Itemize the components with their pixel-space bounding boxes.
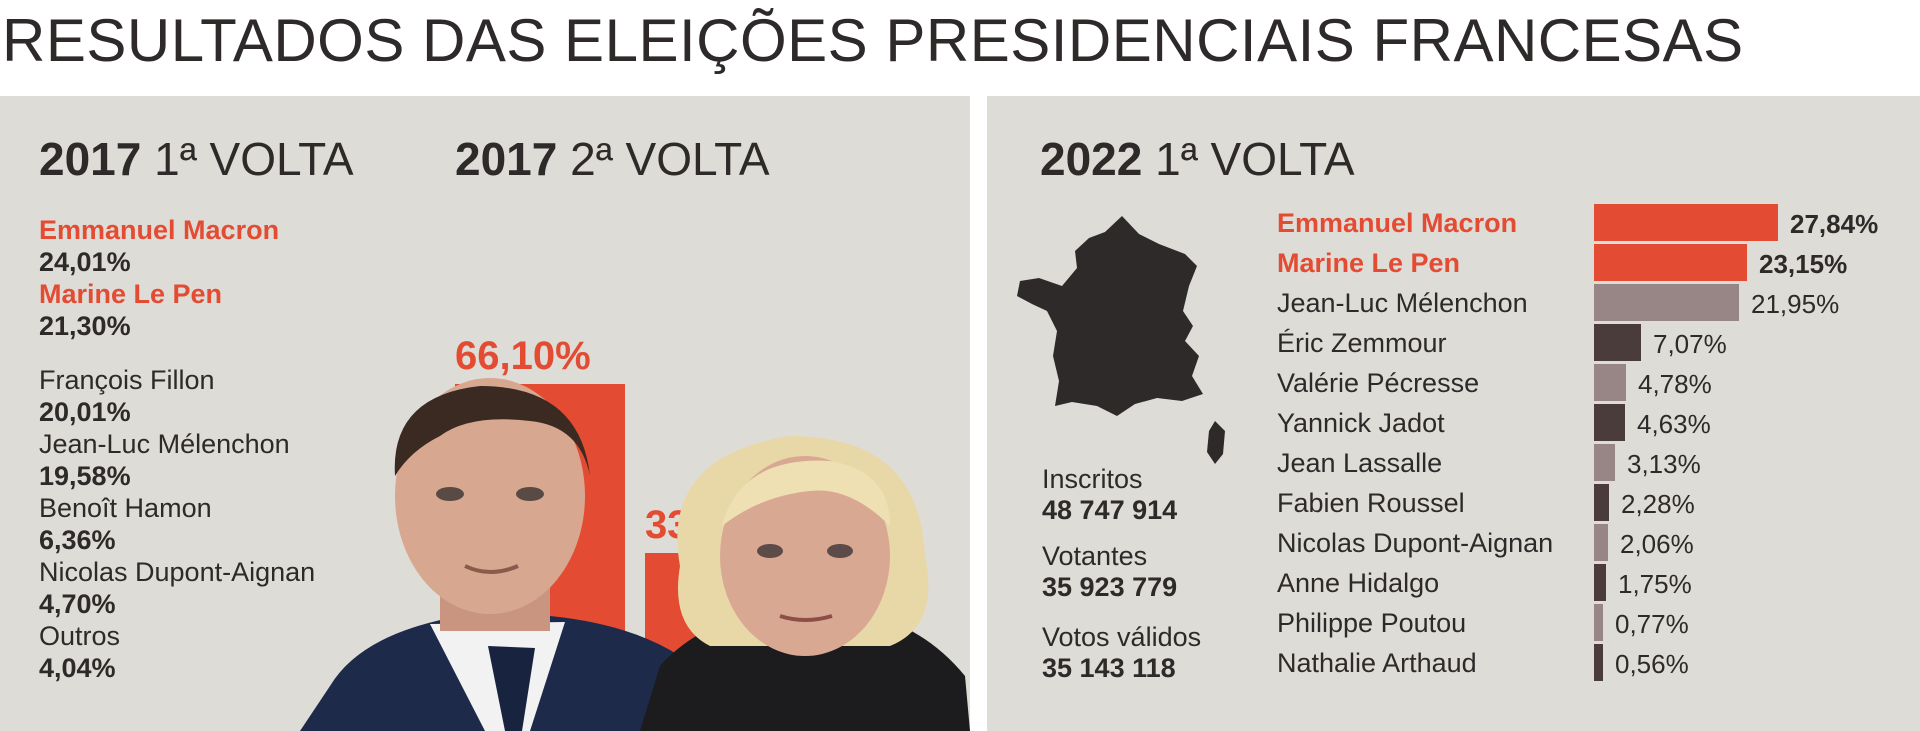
bar-2022 [1594,324,1641,361]
heading-year: 2022 [1040,133,1143,185]
candidate-2022-label: Nicolas Dupont-Aignan [1277,528,1554,558]
candidate-2017-lepen: Marine Le Pen 21,30% [39,278,222,342]
bar-2022-value-label: 0,77% [1615,609,1689,639]
panel-2017: 2017 1ª VOLTA 2017 2ª VOLTA Emmanuel Mac… [0,96,970,731]
bar-2022 [1594,404,1625,441]
stat-value: 35 923 779 [1042,572,1178,602]
bar-2022 [1594,564,1606,601]
bar-2022 [1594,444,1615,481]
candidate-value: 21,30% [39,311,131,341]
heading-round: 2ª VOLTA [570,133,770,185]
candidate-2022-label: Anne Hidalgo [1277,568,1440,598]
candidate-value: 20,01% [39,397,131,427]
candidate-name: Benoît Hamon [39,493,212,523]
candidate-2022-label: Marine Le Pen [1277,248,1461,278]
candidate-2022-label: Fabien Roussel [1277,488,1465,518]
bar-2022-value-label: 0,56% [1615,649,1689,679]
bar-2022 [1594,484,1609,521]
stat-value: 48 747 914 [1042,495,1178,525]
candidate-value: 4,04% [39,653,116,683]
bar-2022 [1594,604,1603,641]
candidate-2022-label: Yannick Jadot [1277,408,1445,438]
heading-year: 2017 [455,133,558,185]
candidate-2022-label: Éric Zemmour [1277,328,1447,358]
bar-2022 [1594,364,1626,401]
bar-2022-value-label: 7,07% [1653,329,1727,359]
bar-2022 [1594,244,1747,281]
candidate-value: 19,58% [39,461,131,491]
candidate-2017-dupont-aignan: Nicolas Dupont-Aignan 4,70% [39,556,315,620]
bar-2022 [1594,284,1739,321]
heading-2022-round1: 2022 1ª VOLTA [1040,132,1355,186]
stat-name: Votos válidos [1042,622,1202,652]
candidate-name: François Fillon [39,365,215,395]
bar-2022-value-label: 4,63% [1637,409,1711,439]
candidate-2022-label: Jean-Luc Mélenchon [1277,288,1528,318]
panel-2022: 2022 1ª VOLTA Inscritos 48 747 914 Votan… [987,96,1920,731]
candidate-2022-label: Valérie Pécresse [1277,368,1480,398]
bar-2022-value-label: 27,84% [1790,209,1879,239]
heading-year: 2017 [39,133,142,185]
candidate-name: Marine Le Pen [39,279,223,309]
le-pen-photo [640,416,970,731]
candidate-2022-label: Jean Lassalle [1277,448,1443,478]
candidate-2022-label: Nathalie Arthaud [1277,648,1477,678]
bar-2022-value-label: 23,15% [1759,249,1848,279]
stat-name: Votantes [1042,541,1148,571]
heading-round: 1ª VOLTA [1155,133,1355,185]
candidate-name: Emmanuel Macron [39,215,280,245]
candidate-value: 4,70% [39,589,116,619]
candidate-2017-hamon: Benoît Hamon 6,36% [39,492,212,556]
candidate-value: 6,36% [39,525,116,555]
stat-value: 35 143 118 [1042,653,1176,683]
bar-2022-value-label: 1,75% [1618,569,1692,599]
bar-label-2017-macron: 66,10% [455,334,591,378]
heading-round: 1ª VOLTA [154,133,354,185]
bar-2022-value-label: 3,13% [1627,449,1701,479]
heading-2017-round1: 2017 1ª VOLTA [39,132,354,186]
stat-votos-validos: Votos válidos 35 143 118 [1042,622,1201,684]
bar-2022 [1594,204,1778,241]
candidate-2022-label: Philippe Poutou [1277,608,1467,638]
bar-2022-value-label: 2,06% [1620,529,1694,559]
candidate-2017-macron: Emmanuel Macron 24,01% [39,214,279,278]
candidate-2017-fillon: François Fillon 20,01% [39,364,215,428]
heading-2017-round2: 2017 2ª VOLTA [455,132,770,186]
candidate-name: Jean-Luc Mélenchon [39,429,290,459]
bar-2022-value-label: 21,95% [1751,289,1840,319]
bar-2022-value-label: 2,28% [1621,489,1695,519]
page-title: RESULTADOS DAS ELEIÇÕES PRESIDENCIAIS FR… [2,7,1744,74]
bar-2022-value-label: 4,78% [1638,369,1712,399]
stat-name: Inscritos [1042,464,1143,494]
bar-2022 [1594,644,1603,681]
candidate-2017-melenchon: Jean-Luc Mélenchon 19,58% [39,428,290,492]
stat-inscritos: Inscritos 48 747 914 [1042,464,1177,526]
macron-photo [290,366,760,731]
stat-votantes: Votantes 35 923 779 [1042,541,1177,603]
candidate-2022-label: Emmanuel Macron [1277,208,1518,238]
bar-2022 [1594,524,1608,561]
candidate-2017-outros: Outros 4,04% [39,620,120,684]
candidate-name: Nicolas Dupont-Aignan [39,557,316,587]
france-map-icon [1017,216,1225,464]
candidate-name: Outros [39,621,121,651]
candidate-value: 24,01% [39,247,131,277]
